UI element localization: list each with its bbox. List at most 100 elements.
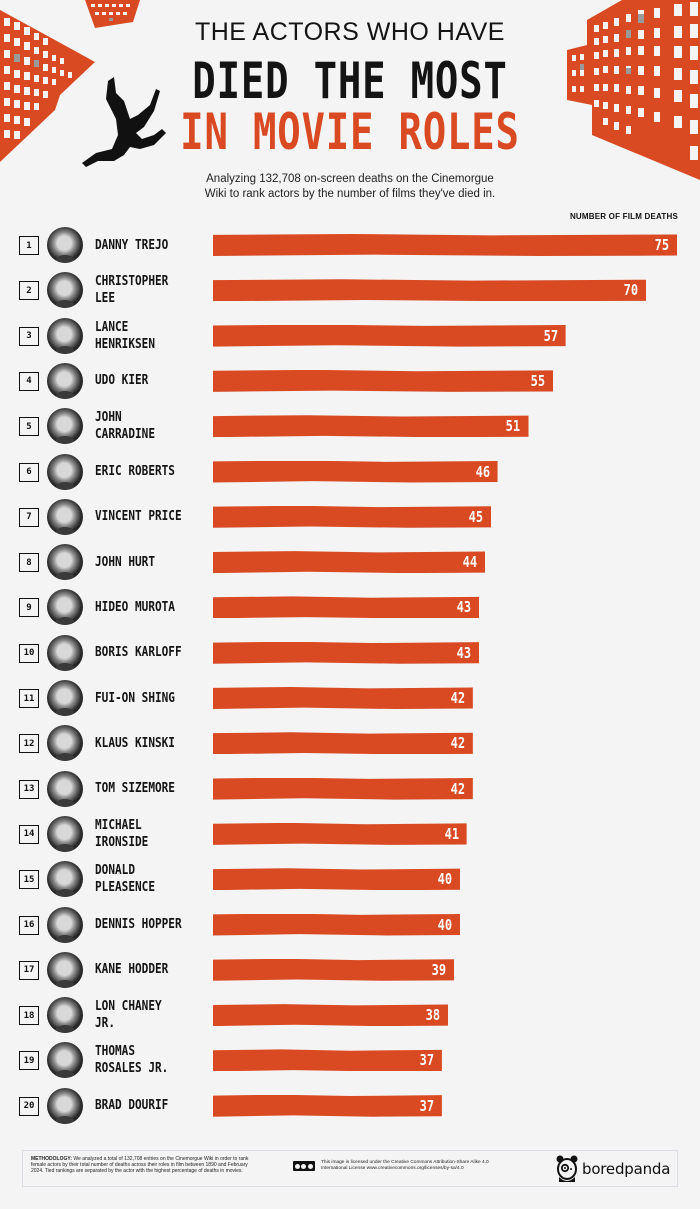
actor-avatar — [47, 317, 83, 354]
rank-badge: 8 — [19, 553, 39, 573]
actor-avatar — [47, 453, 83, 490]
chart-row: 15 DONALD PLEASENCE 40 — [0, 857, 700, 901]
rank-badge: 13 — [19, 779, 39, 799]
actor-avatar — [47, 1087, 83, 1124]
axis-label: NUMBER OF FILM DEATHS — [569, 212, 678, 221]
chart-row: 5 JOHN CARRADINE 51 — [0, 404, 700, 448]
actor-avatar — [47, 498, 83, 535]
actor-name: FUI-ON SHING — [95, 689, 175, 706]
death-count-bar: 75 — [213, 234, 677, 256]
actor-name: HIDEO MUROTA — [95, 598, 175, 615]
building-top-illustration — [85, 0, 140, 28]
chart-row: 6 ERIC ROBERTS 46 — [0, 450, 700, 494]
license-text: This image is licensed under the Creativ… — [321, 1160, 489, 1172]
bar-value-label: 43 — [456, 598, 472, 617]
rank-badge: 1 — [19, 236, 39, 255]
death-count-bar: 42 — [213, 687, 473, 709]
death-count-bar: 43 — [213, 641, 480, 664]
death-count-bar: 46 — [213, 460, 498, 483]
bar-value-label: 46 — [475, 462, 490, 481]
chart-row: 7 VINCENT PRICE 45 — [0, 495, 700, 539]
rank-badge: 20 — [19, 1096, 39, 1116]
actor-name: KANE HODDER — [95, 961, 169, 978]
rank-badge: 6 — [19, 462, 39, 482]
rank-badge: 19 — [19, 1051, 39, 1071]
chart-row: 16 DENNIS HOPPER 40 — [0, 903, 700, 947]
death-count-bar: 37 — [213, 1094, 442, 1117]
actor-avatar — [47, 815, 83, 852]
bar-value-label: 37 — [419, 1051, 434, 1070]
chart-row: 12 KLAUS KINSKI 42 — [0, 721, 700, 765]
death-count-bar: 39 — [213, 958, 455, 981]
bar-value-label: 39 — [431, 960, 447, 979]
death-count-bar: 37 — [213, 1049, 442, 1072]
bar-value-label: 55 — [530, 371, 546, 390]
death-count-bar: 40 — [213, 913, 461, 936]
chart-row: 10 BORIS KARLOFF 43 — [0, 631, 700, 675]
chart-row: 11 FUI-ON SHING 42 — [0, 676, 700, 720]
rank-badge: 18 — [19, 1006, 39, 1026]
bar-value-label: 57 — [543, 326, 558, 345]
rank-badge: 12 — [19, 734, 39, 754]
actor-name: BORIS KARLOFF — [95, 644, 182, 661]
building-right-illustration — [567, 0, 700, 180]
bar-value-label: 42 — [450, 779, 465, 798]
methodology-note: METHODOLOGY: We analyzed a total of 132,… — [31, 1156, 261, 1175]
rank-badge: 5 — [19, 417, 39, 437]
panda-logo-icon — [556, 1155, 578, 1182]
actor-avatar — [47, 770, 83, 807]
chart-row: 18 LON CHANEY JR. 38 — [0, 993, 700, 1037]
actor-name: KLAUS KINSKI — [95, 734, 175, 751]
actor-name: CHRISTOPHER LEE — [95, 273, 169, 307]
death-count-bar: 38 — [213, 1004, 449, 1027]
bar-value-label: 44 — [462, 553, 478, 572]
chart-row: 13 TOM SIZEMORE 42 — [0, 767, 700, 811]
chart-row: 1 DANNY TREJO 75 — [0, 223, 700, 267]
bar-value-label: 38 — [425, 1006, 441, 1025]
bar-value-label: 40 — [438, 870, 453, 889]
bar-value-label: 43 — [456, 643, 472, 662]
actor-avatar — [47, 589, 83, 626]
actor-name: LANCE HENRIKSEN — [95, 318, 155, 352]
actor-avatar — [47, 680, 83, 716]
chart-row: 4 UDO KIER 55 — [0, 359, 700, 403]
chart-row: 17 KANE HODDER 39 — [0, 948, 700, 992]
chart-row: 8 JOHN HURT 44 — [0, 540, 700, 584]
chart-row: 20 BRAD DOURIF 37 — [0, 1084, 700, 1128]
actor-avatar — [47, 362, 83, 399]
bar-value-label: 40 — [438, 915, 453, 934]
chart-row: 2 CHRISTOPHER LEE 70 — [0, 268, 700, 312]
actor-name: MICHAEL IRONSIDE — [95, 816, 149, 850]
death-count-bar: 45 — [213, 505, 492, 528]
brand-name: boredpanda — [582, 1160, 671, 1178]
death-count-bar: 70 — [213, 279, 647, 302]
rank-badge: 3 — [19, 326, 39, 346]
creative-commons-icon — [293, 1161, 315, 1171]
actor-avatar — [47, 906, 83, 943]
title-line-1: THE ACTORS WHO HAVE — [194, 18, 505, 46]
subtitle-line-1: Analyzing 132,708 on-screen deaths on th… — [206, 173, 494, 185]
death-count-bar: 44 — [213, 551, 486, 574]
rank-badge: 11 — [19, 689, 39, 708]
actor-name: DONALD PLEASENCE — [95, 862, 155, 896]
actor-name: LON CHANEY JR. — [95, 998, 162, 1032]
rank-badge: 7 — [19, 507, 39, 527]
actor-name: JOHN HURT — [95, 553, 155, 570]
death-count-bar: 51 — [213, 415, 529, 438]
bar-value-label: 42 — [450, 734, 465, 753]
actor-name: ERIC ROBERTS — [95, 463, 175, 479]
death-count-bar: 42 — [213, 777, 473, 800]
methodology-label: METHODOLOGY: — [31, 1156, 73, 1162]
rank-badge: 17 — [19, 960, 39, 980]
actor-name: JOHN CARRADINE — [95, 409, 155, 443]
subtitle-line-2: Wiki to rank actors by the number of fil… — [204, 188, 496, 200]
rank-badge: 15 — [19, 870, 39, 890]
bar-value-label: 51 — [506, 417, 521, 436]
actor-name: UDO KIER — [95, 372, 149, 389]
actor-name: DANNY TREJO — [95, 236, 169, 253]
title-line-2: DIED THE MOST — [192, 52, 508, 110]
death-count-bar: 57 — [213, 324, 566, 347]
footer: METHODOLOGY: We analyzed a total of 132,… — [22, 1150, 678, 1187]
rank-badge: 4 — [19, 371, 39, 391]
actor-avatar — [47, 725, 83, 762]
